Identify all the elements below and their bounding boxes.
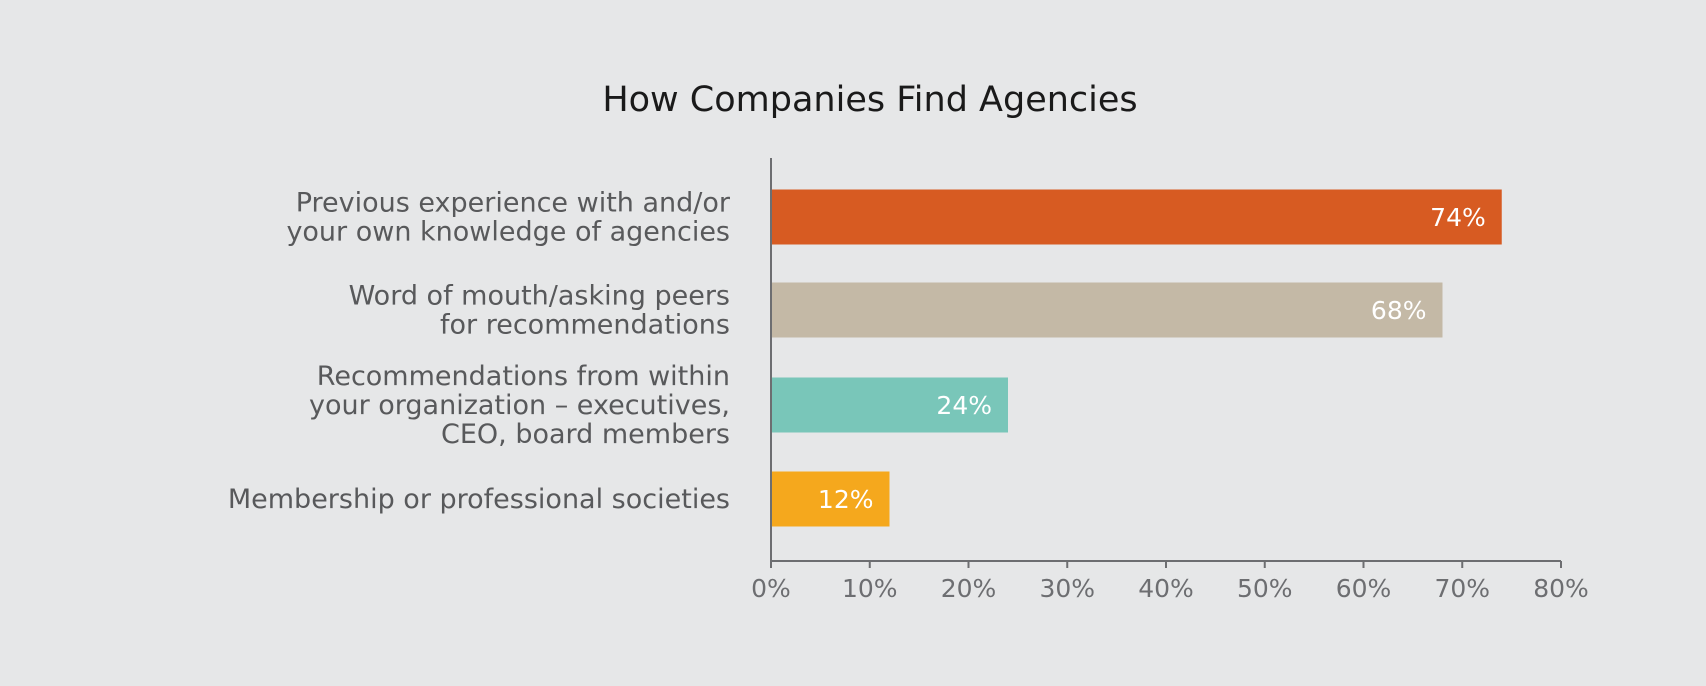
category-label: for recommendations: [440, 310, 730, 341]
category-label: Previous experience with and/or: [296, 188, 731, 219]
category-label: your organization – executives,: [309, 390, 730, 421]
x-tick-label: 60%: [1336, 574, 1392, 603]
x-tick-label: 0%: [751, 574, 791, 603]
bar: [772, 282, 1443, 338]
x-axis-ticks: 0% 10% 20% 30% 40% 50% 60% 70% 80%: [751, 561, 1589, 603]
bar: [772, 471, 890, 527]
chart-title: How Companies Find Agencies: [602, 80, 1137, 120]
bars: 74% 68% 24% 12%: [772, 189, 1502, 527]
bar-value-label: 24%: [936, 391, 992, 420]
category-label: Word of mouth/asking peers: [349, 281, 730, 312]
category-label: Recommendations from within: [317, 361, 730, 392]
bar-value-label: 74%: [1430, 203, 1486, 232]
x-tick-label: 40%: [1138, 574, 1194, 603]
x-tick-label: 80%: [1533, 574, 1589, 603]
category-label: Membership or professional societies: [228, 484, 730, 515]
x-tick-label: 20%: [941, 574, 997, 603]
category-label: CEO, board members: [441, 419, 730, 450]
bar: [772, 189, 1502, 245]
bar-value-label: 12%: [818, 485, 874, 514]
x-tick-label: 70%: [1434, 574, 1490, 603]
x-tick-label: 30%: [1039, 574, 1095, 603]
x-tick-label: 50%: [1237, 574, 1293, 603]
bar: [772, 377, 1008, 433]
bar-value-label: 68%: [1371, 296, 1427, 325]
x-tick-label: 10%: [842, 574, 898, 603]
category-label: your own knowledge of agencies: [286, 217, 730, 248]
